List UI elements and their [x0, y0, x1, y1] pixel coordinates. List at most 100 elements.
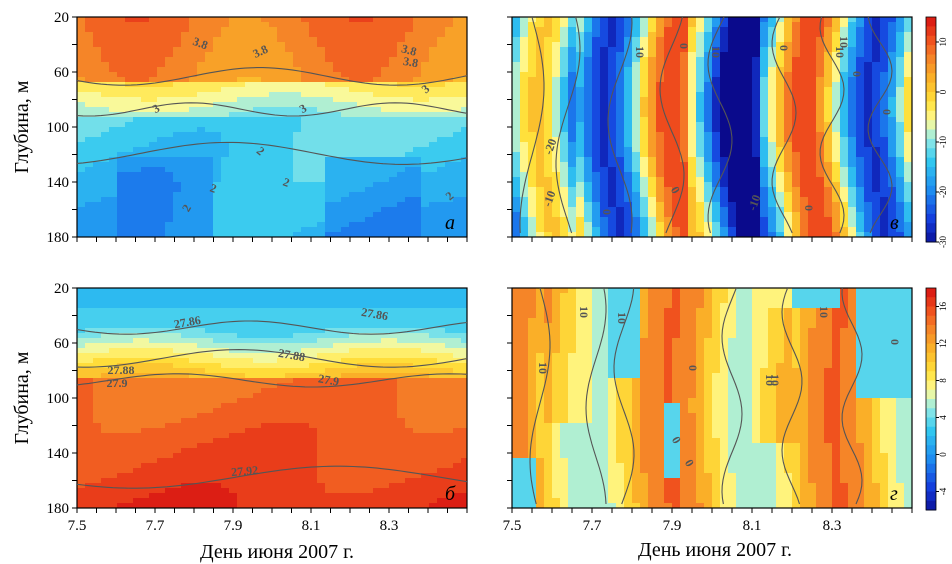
x-axis-title: День июня 2007 г. [638, 539, 792, 561]
contour-label: 10 [763, 374, 777, 386]
contour-label: 10 [837, 36, 851, 48]
contour-line [841, 288, 863, 505]
contour-line [721, 288, 743, 505]
contour-label: 27.9 [107, 376, 128, 390]
colorbar-step [926, 473, 936, 483]
contour-label: 0 [686, 365, 700, 371]
colorbar-step [926, 82, 936, 93]
x-tick-label: 7.9 [224, 518, 243, 534]
colorbar-tick-label: -20 [938, 186, 948, 198]
y-axis-title: Глубина, м [11, 351, 33, 444]
x-tick-label: 7.7 [583, 518, 602, 534]
colorbar-g: 16 12 8 4 0 -4 [925, 287, 948, 511]
colorbar-step [926, 399, 936, 409]
contour-label: 10 [833, 46, 847, 58]
colorbar-step [926, 463, 936, 474]
contour-line [77, 102, 467, 117]
y-axis-title: Глубина, м [11, 80, 33, 173]
colorbar-step [926, 371, 936, 381]
colorbar-tick-label: -30 [938, 236, 948, 248]
colorbar-step [926, 436, 936, 446]
contour-label: 10 [633, 46, 647, 58]
colorbar-step [926, 148, 936, 159]
colorbar-step [926, 491, 936, 502]
colorbar-step [926, 343, 936, 354]
contour-label: 3.8 [251, 42, 271, 61]
contour-label: 3.8 [402, 54, 419, 70]
contour-label: 10 [768, 374, 782, 386]
panel-b: 7.5 7.7 7.9 8.1 8.3 20 60 100 140 180 б [47, 281, 468, 534]
x-tick-label: 8.1 [743, 518, 762, 534]
colorbar-step [926, 482, 936, 492]
colorbar-step [926, 17, 936, 27]
colorbar-step [926, 63, 936, 74]
panel-v: в [507, 16, 913, 242]
contour-label: 3.8 [400, 41, 418, 58]
colorbar-step [926, 232, 936, 243]
colorbar-step [926, 426, 936, 437]
colorbar-step [926, 26, 936, 37]
colorbar-step [926, 389, 936, 400]
contour-label: 10 [709, 46, 723, 58]
contour-label: 27.88 [277, 346, 306, 364]
contour-line [519, 17, 545, 234]
contour-label: 0 [777, 45, 791, 51]
y-tick-label: 60 [54, 65, 69, 81]
colorbar-step [926, 120, 936, 130]
contour-line [529, 288, 551, 505]
y-tick-label: 140 [47, 446, 70, 462]
y-tick-label: 180 [47, 230, 70, 246]
panel-a: 20 60 100 140 180 а [47, 10, 468, 246]
contour-label: 2 [208, 181, 218, 196]
contour-label: 0 [802, 205, 816, 211]
contour-line [77, 465, 467, 489]
x-tick-label: 7.7 [146, 518, 165, 534]
colorbar-tick-label: 0 [938, 452, 948, 457]
colorbar-tick-label: 4 [938, 415, 948, 420]
x-tick-label: 7.9 [663, 518, 682, 534]
contour-label: -20 [541, 137, 560, 157]
contour-label: 10 [577, 306, 591, 318]
contour-line [77, 67, 467, 86]
colorbar-step [926, 176, 936, 187]
x-tick-label: 7.5 [503, 518, 522, 534]
x-axis-title: День июня 2007 г. [200, 541, 354, 563]
panel-a-label: а [445, 212, 455, 234]
contour-line [707, 17, 733, 234]
colorbar-frame [925, 287, 937, 511]
y-tick-label: 20 [54, 10, 69, 26]
y-tick-label: 140 [47, 175, 70, 191]
contour-label: -10 [745, 193, 764, 213]
y-tick-label: 20 [54, 281, 69, 297]
colorbar-step [926, 306, 936, 317]
colorbar-step [926, 315, 936, 326]
contour-line [585, 288, 607, 505]
colorbar-tick-label: 10 [938, 37, 948, 47]
colorbar-frame [925, 16, 937, 243]
colorbar-v: 10 0 -10 -20 -30 [925, 16, 948, 248]
contour-line [613, 288, 635, 505]
x-tick-label: 8.1 [302, 518, 321, 534]
contour-label: 0 [880, 109, 894, 115]
colorbar-tick-label: 16 [938, 302, 948, 312]
colorbar-step [926, 454, 936, 465]
colorbar-step [926, 45, 936, 55]
contour-label: 3.8 [191, 34, 210, 52]
colorbar-step [926, 500, 936, 511]
contour-label: 27.9 [317, 371, 340, 388]
colorbar-step [926, 195, 936, 205]
contour-line [555, 17, 581, 234]
panel-g-field [512, 288, 912, 508]
contour-label: 10 [817, 306, 831, 318]
colorbar-step [926, 325, 936, 335]
panel-g-label: г [890, 483, 898, 505]
colorbar-step [926, 445, 936, 455]
colorbar-tick-label: -10 [938, 136, 948, 148]
colorbar-tick-label: 0 [938, 89, 948, 94]
panel-a-field [77, 17, 467, 237]
y-tick-label: 100 [47, 391, 70, 407]
colorbar-tick-label: 8 [938, 378, 948, 383]
colorbar-step [926, 380, 936, 391]
contour-label: 0 [600, 209, 614, 215]
